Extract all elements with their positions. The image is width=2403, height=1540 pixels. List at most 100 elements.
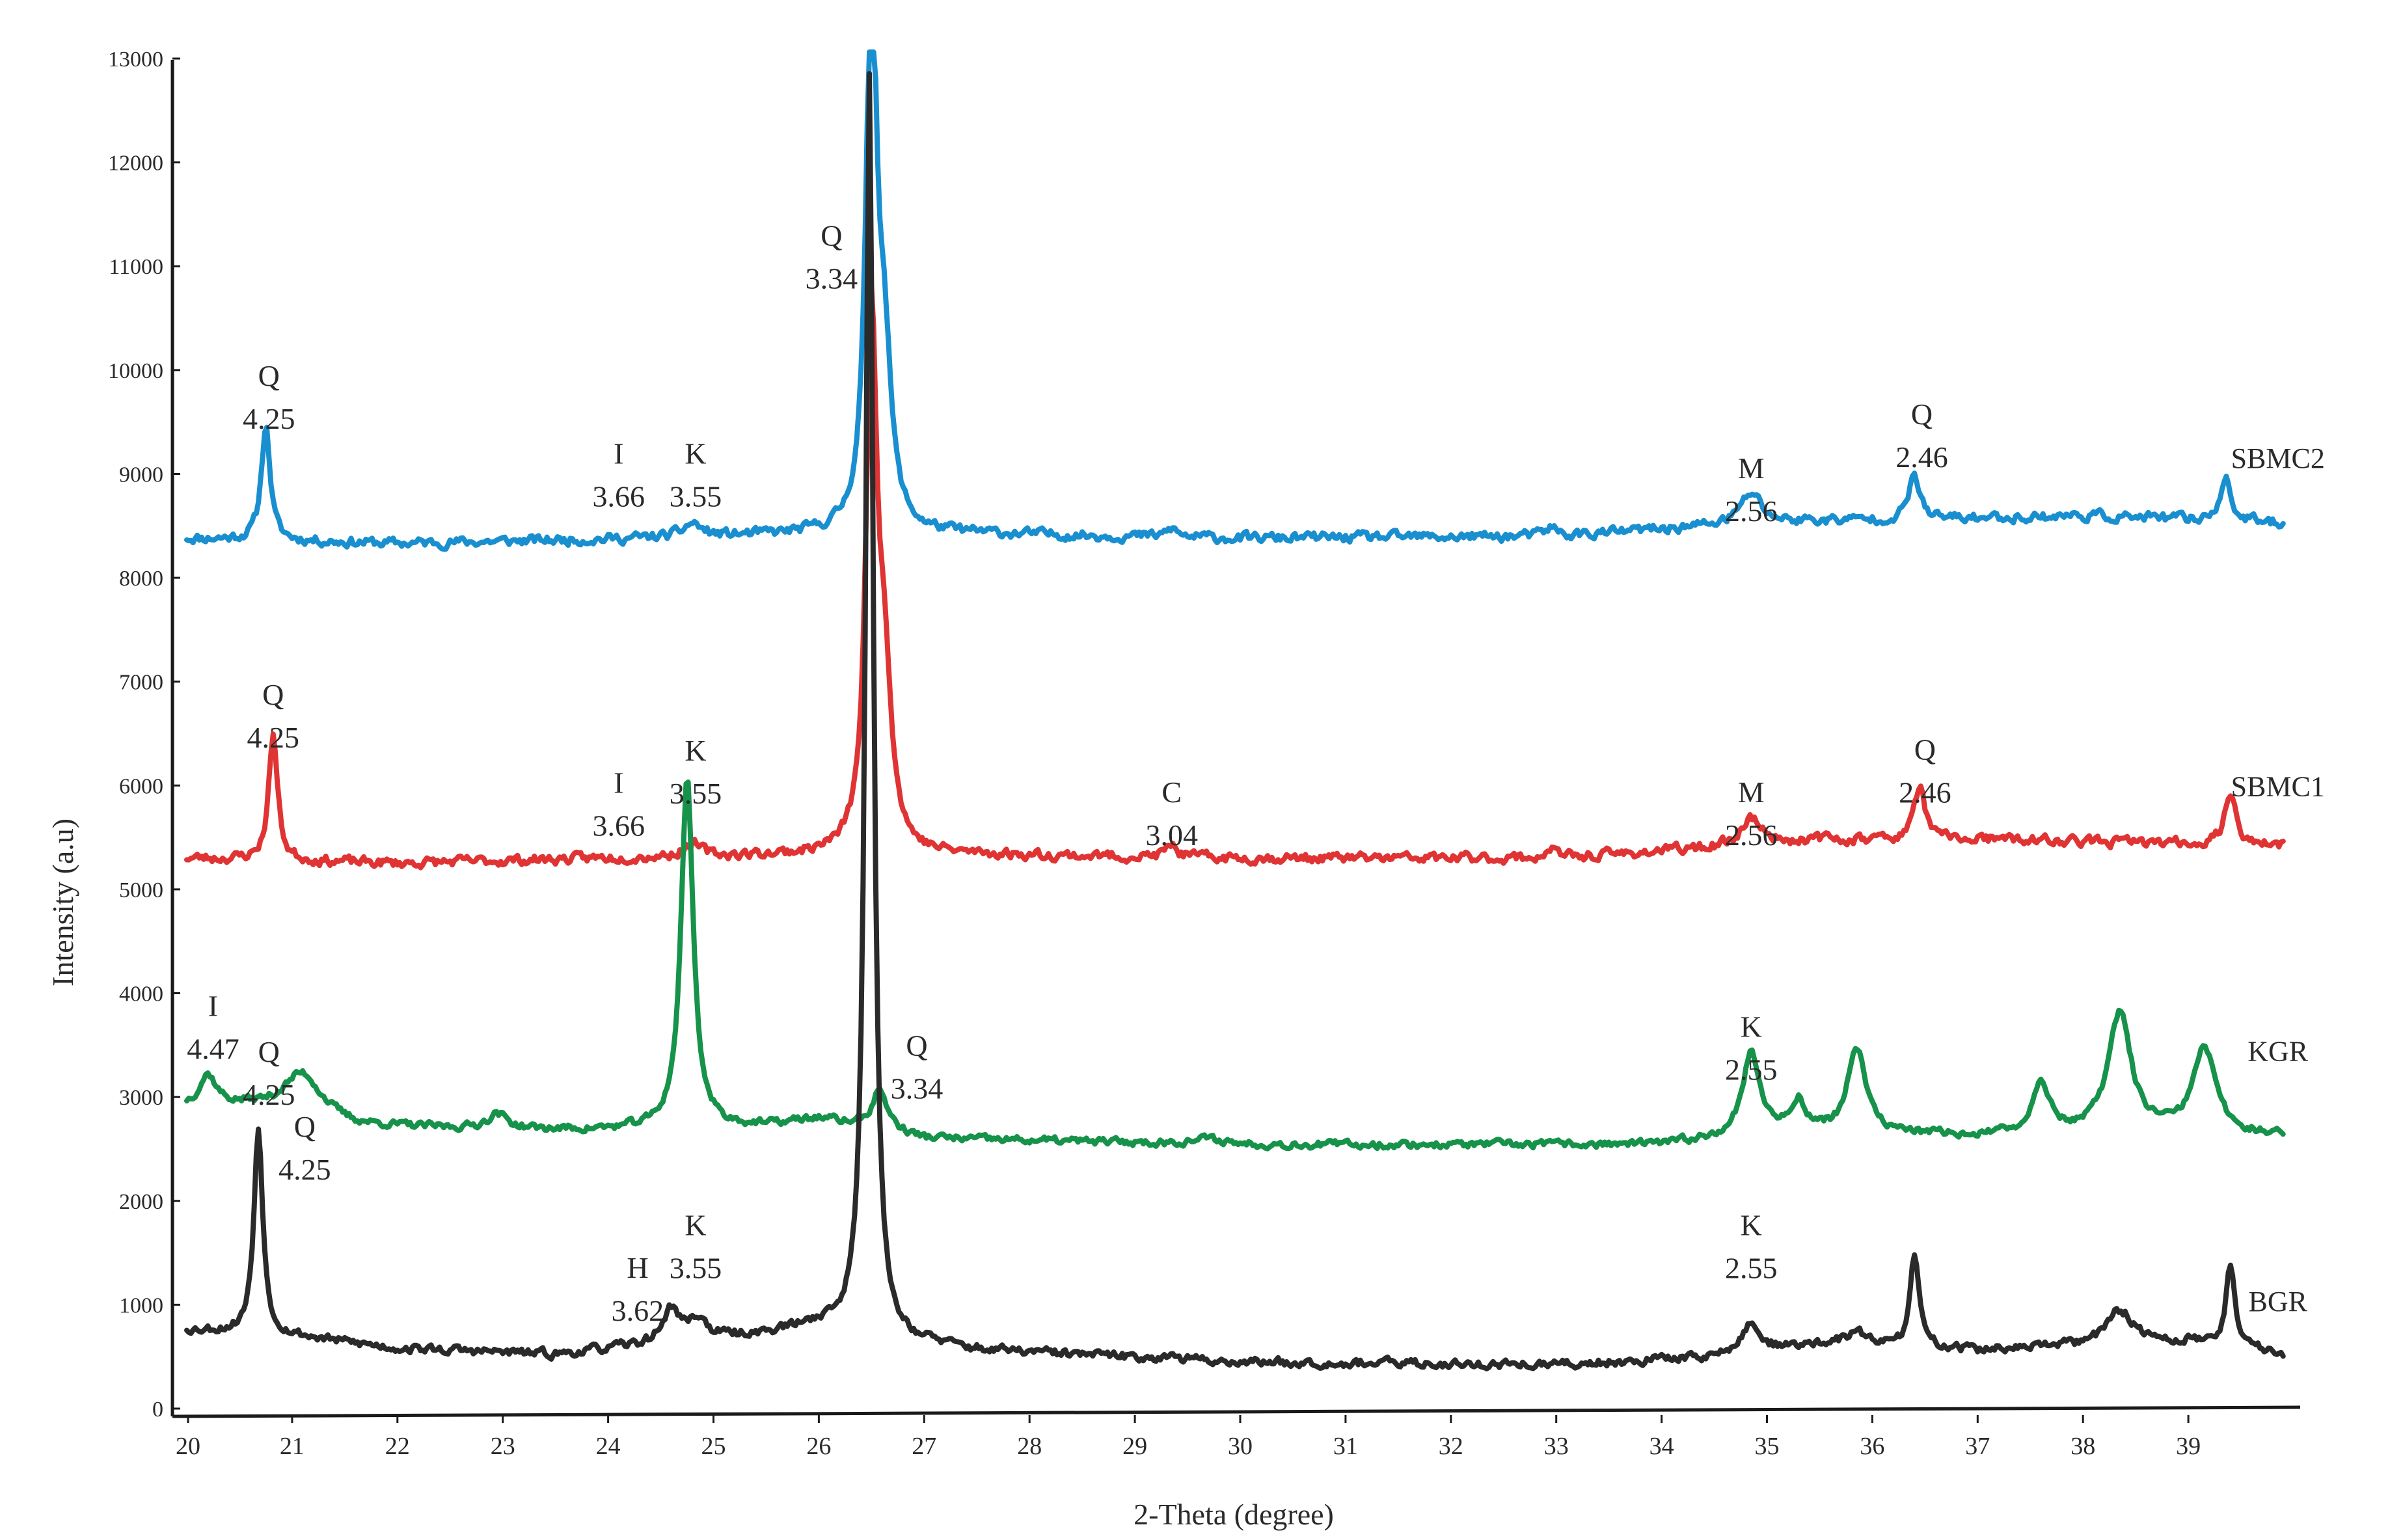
y-tick-label: 11000	[109, 255, 163, 279]
y-tick-label: 2000	[119, 1190, 163, 1214]
peak-phase-label: Q	[1914, 733, 1936, 766]
x-tick-label: 35	[1755, 1433, 1780, 1460]
peak-phase-label: Q	[906, 1029, 927, 1062]
peak-phase-label: I	[614, 766, 623, 799]
x-tick-label: 22	[385, 1433, 410, 1460]
x-tick-label: 30	[1228, 1433, 1253, 1460]
peak-phase-label: M	[1738, 776, 1765, 809]
x-tick-label: 29	[1122, 1433, 1147, 1460]
peak-annotation: Q 4.25	[243, 1035, 295, 1111]
peak-dspacing-label: 4.47	[187, 1033, 239, 1066]
y-tick-label: 12000	[108, 152, 163, 176]
peak-phase-label: Q	[262, 678, 284, 711]
peak-phase-label: Q	[258, 359, 280, 392]
series-line-sbmc1	[184, 282, 2286, 871]
peak-dspacing-label: 3.62	[612, 1294, 664, 1327]
y-tick-label: 3000	[119, 1086, 163, 1110]
peak-phase-label: K	[685, 734, 706, 767]
peak-annotation: I 3.66	[593, 437, 645, 513]
peak-dspacing-label: 3.34	[806, 262, 858, 295]
peak-annotation: H 3.62	[612, 1251, 664, 1327]
series-kgr	[184, 779, 2286, 1152]
tick-layer: 0 1000 2000 3000 4000 5000 6000 7000 8000 9000 100…	[108, 47, 2201, 1460]
x-axis-title: 2-Theta (degree)	[1134, 1498, 1334, 1531]
x-tick-label: 37	[1965, 1433, 1990, 1460]
x-tick-label: 26	[806, 1433, 831, 1460]
peak-phase-label: K	[685, 437, 706, 470]
x-tick-label: 24	[596, 1433, 621, 1460]
peak-annotation: K 2.55	[1725, 1208, 1778, 1284]
peak-annotation: I 3.66	[593, 766, 645, 842]
peak-phase-label: K	[1741, 1208, 1762, 1241]
peak-phase-label: H	[627, 1251, 648, 1284]
y-tick-label: 6000	[119, 774, 163, 798]
peak-phase-label: Q	[821, 219, 842, 252]
peak-dspacing-label: 2.55	[1725, 1251, 1778, 1284]
peak-dspacing-label: 2.46	[1895, 440, 1948, 474]
peak-phase-label: K	[685, 1208, 706, 1241]
peak-dspacing-label: 3.04	[1146, 818, 1199, 852]
x-tick-label: 28	[1017, 1433, 1042, 1460]
peak-annotation: K 2.55	[1725, 1010, 1778, 1087]
x-tick-label: 21	[280, 1433, 305, 1460]
peak-dspacing-label: 2.46	[1899, 776, 1951, 809]
peak-phase-label: I	[614, 437, 623, 470]
peak-dspacing-label: 3.34	[891, 1072, 944, 1105]
series-name-label: BGR	[2248, 1286, 2307, 1317]
peak-dspacing-label: 4.25	[278, 1153, 331, 1186]
y-tick-label: 5000	[119, 878, 163, 902]
peak-dspacing-label: 2.56	[1725, 818, 1778, 852]
peak-phase-label: M	[1738, 452, 1765, 485]
series-line-sbmc2	[184, 49, 2286, 552]
y-axis-title: Intensity (a.u)	[46, 818, 79, 986]
peak-dspacing-label: 2.56	[1725, 494, 1778, 528]
y-tick-label: 13000	[108, 47, 163, 72]
y-tick-label: 7000	[119, 671, 163, 695]
peak-annotation: K 3.55	[670, 1208, 722, 1284]
series-bgr	[184, 71, 2286, 1371]
peak-dspacing-label: 2.55	[1725, 1053, 1778, 1087]
x-tick-label: 34	[1650, 1433, 1674, 1460]
series-sbmc1	[184, 282, 2286, 871]
x-tick-label: 25	[701, 1433, 726, 1460]
x-tick-label: 39	[2176, 1433, 2201, 1460]
series-name-label: KGR	[2247, 1035, 2309, 1067]
x-tick-label: 38	[2070, 1433, 2095, 1460]
peak-phase-label: C	[1161, 776, 1182, 809]
x-tick-label: 20	[176, 1433, 200, 1460]
peak-annotation: K 3.55	[670, 437, 722, 513]
x-tick-label: 31	[1333, 1433, 1358, 1460]
peak-annotation: Q 4.25	[247, 678, 300, 754]
peak-annotation: M 2.56	[1725, 776, 1778, 852]
x-tick-label: 36	[1860, 1433, 1884, 1460]
peak-annotation: Q 2.46	[1899, 733, 1951, 809]
peak-annotation: Q 2.46	[1895, 398, 1948, 474]
series-name-label: SBMC2	[2231, 442, 2325, 474]
peak-dspacing-label: 3.66	[593, 480, 645, 513]
x-tick-label: 32	[1439, 1433, 1463, 1460]
peak-annotation: Q 3.34	[891, 1029, 944, 1105]
peak-dspacing-label: 4.25	[247, 721, 300, 754]
peak-phase-label: I	[208, 990, 218, 1023]
peak-annotation: Q 4.25	[278, 1110, 331, 1186]
x-tick-label: 33	[1544, 1433, 1569, 1460]
series-name-label: SBMC1	[2231, 770, 2325, 802]
y-tick-label: 4000	[119, 982, 163, 1006]
peak-annotation: K 3.55	[670, 734, 722, 810]
y-tick-label: 1000	[119, 1293, 163, 1317]
peak-phase-label: Q	[1911, 398, 1933, 431]
y-tick-label: 8000	[119, 567, 163, 591]
y-tick-label: 9000	[119, 463, 163, 487]
peak-dspacing-label: 3.66	[593, 809, 645, 842]
series-line-kgr	[184, 779, 2286, 1152]
peak-phase-label: Q	[294, 1110, 316, 1143]
peak-annotation: M 2.56	[1725, 452, 1778, 528]
peak-dspacing-label: 3.55	[670, 1251, 722, 1284]
series-layer	[184, 49, 2286, 1371]
axes	[170, 60, 2301, 1418]
y-tick-label: 10000	[108, 359, 163, 383]
peak-dspacing-label: 4.25	[243, 402, 295, 435]
x-tick-label: 27	[912, 1433, 936, 1460]
